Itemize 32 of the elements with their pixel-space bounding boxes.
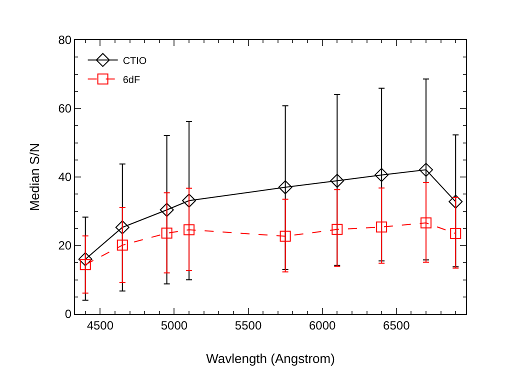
point [374,168,389,182]
point [332,224,343,235]
x-tick-label: 6000 [308,318,336,332]
x-tick-label: 6500 [383,318,410,332]
point [160,202,174,217]
point [161,228,172,239]
y-tick-label: 80 [58,33,72,48]
x-axis-title: Wavlength (Angstrom) [206,351,335,366]
y-tick-label: 60 [58,102,72,116]
y-tick-label: 20 [58,238,72,253]
point [280,230,291,242]
x-tick-label: 5500 [234,318,262,332]
x-tick-label: 5000 [160,318,188,332]
point [182,194,196,208]
point [376,222,388,233]
point [115,220,130,234]
y-tick-label: 0 [64,307,72,322]
point [116,240,128,251]
point [278,180,292,194]
point [450,228,462,240]
point [80,259,91,270]
point [184,224,195,236]
legend-label: 6dF [122,74,140,86]
x-tick-label: 4500 [86,318,114,332]
y-axis-title: Median S/N [27,143,42,211]
point [420,217,432,228]
point [448,194,463,209]
y-tick-label: 40 [58,170,72,184]
point [330,174,344,188]
point [419,162,434,177]
point [78,252,92,266]
legend-label: CTIO [122,56,147,67]
